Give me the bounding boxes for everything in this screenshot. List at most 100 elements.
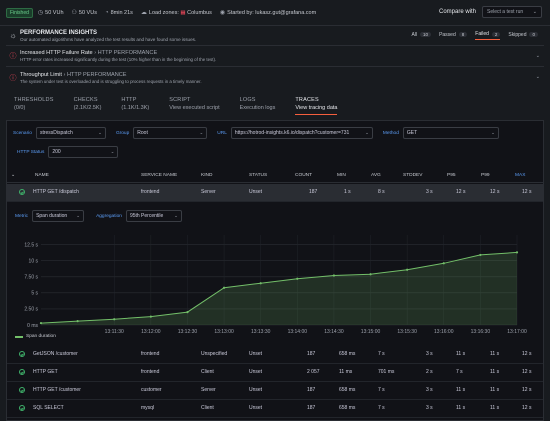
metric-label: Metric [15, 213, 29, 219]
insight-title: Increased HTTP Failure Rate [20, 50, 93, 56]
x-tick-label: 13:16:30 [471, 329, 491, 335]
filter-failed[interactable]: Failed 2 [475, 31, 501, 40]
load-zones-meta: ☁ Load zones: ▦ Columbus [140, 9, 212, 17]
scenario-select[interactable]: stressDispatch ⌄ [35, 127, 106, 139]
col-service[interactable]: SERVICE NAME [141, 173, 178, 178]
table-row[interactable]: HTTP GET /customer customer Server Unset 187… [7, 382, 543, 400]
data-point[interactable] [369, 273, 372, 276]
x-tick-label: 13:14:30 [324, 329, 344, 335]
cell-max: 12 s [522, 387, 532, 393]
data-point[interactable] [515, 251, 519, 254]
cell-count: 187 [307, 405, 316, 411]
tab-thresholds[interactable]: THRESHOLDS (0/0) [14, 97, 54, 111]
scenario-label: Scenario [13, 130, 32, 136]
status-ok-icon [19, 369, 25, 377]
compare-with: Compare with Select a test run ⌄ [439, 6, 542, 18]
tab-traces[interactable]: TRACES View tracing data [295, 97, 338, 115]
data-point[interactable] [113, 318, 116, 321]
filter-all[interactable]: All 10 [411, 32, 432, 40]
table-row[interactable]: GetJSON /customer frontend Unspecified Unse… [7, 346, 543, 364]
table-row[interactable]: HTTP GET frontend Client Unset 2 057 11 ms 701… [7, 364, 543, 382]
cell-p95: 7 s [456, 369, 463, 375]
chevron-down-icon: ⌄ [199, 130, 204, 135]
data-point[interactable] [222, 286, 226, 289]
url-select[interactable]: https://hotrod-insights.k6.io/dispatch?c… [230, 127, 373, 139]
data-point[interactable] [296, 277, 299, 280]
filter-passed[interactable]: Passed 8 [439, 32, 468, 40]
cell-stddev: 3 s [426, 351, 433, 357]
col-max[interactable]: MAX [515, 173, 526, 178]
cell-count: 187 [307, 387, 316, 393]
timer-icon: ◔ [104, 9, 109, 16]
filter-count: 10 [420, 32, 432, 37]
col-min[interactable]: MIN [337, 173, 346, 178]
legend-label[interactable]: Span duration [26, 334, 56, 339]
cell-service: mysql [141, 405, 155, 411]
status-select[interactable]: 200 ⌄ [48, 146, 119, 158]
cell-stddev: 3 s [426, 405, 433, 411]
chevron-down-icon[interactable]: ⌄ [535, 74, 540, 80]
data-point[interactable] [406, 268, 409, 271]
status-badge: Finished [6, 7, 33, 18]
table-header: ⌄ NAME SERVICE NAME KIND STATUS COUNT MI… [7, 170, 543, 183]
cell-min: 11 ms [339, 369, 353, 375]
lightbulb-icon: ☼ [9, 31, 17, 40]
cell-name: SQL SELECT [33, 405, 64, 411]
col-kind[interactable]: KIND [201, 173, 213, 178]
filter-skipped[interactable]: Skipped 0 [508, 32, 538, 40]
group-select[interactable]: Root ⌄ [133, 127, 208, 139]
col-stddev[interactable]: STDDEV [403, 173, 423, 178]
table-row-selected[interactable]: HTTP GET /dispatch frontend Server Unset… [7, 184, 543, 202]
insight-item[interactable]: ⓘ Throughput Limit › HTTP PERFORMANCE Th… [6, 67, 544, 88]
col-count[interactable]: COUNT [295, 173, 313, 178]
data-point[interactable] [442, 262, 445, 265]
tab-script[interactable]: SCRIPT View executed script [169, 97, 220, 111]
data-point[interactable] [186, 311, 189, 314]
col-p95[interactable]: P95 [447, 173, 456, 178]
cell-stddev: 2 s [426, 369, 433, 375]
y-tick-label: 5 s [31, 291, 38, 297]
col-avg[interactable]: AVG [371, 173, 381, 178]
span-duration-chart[interactable]: 0 ms 2.50 s 5 s 7.50 s 10 s 12.5 s 13:11:30 13:… [13, 229, 539, 344]
insights-filters: All 10 Passed 8 Failed 2 Skipped 0 [403, 31, 538, 40]
performance-insights: ☼ PERFORMANCE INSIGHTS Our automated alg… [6, 26, 544, 90]
col-p99[interactable]: P99 [481, 173, 490, 178]
col-status[interactable]: STATUS [249, 173, 268, 178]
tab-logs[interactable]: LOGS Execution logs [239, 97, 276, 111]
cell-max: 12 s [522, 405, 532, 411]
cell-service: customer [141, 387, 162, 393]
col-name[interactable]: NAME [35, 173, 49, 178]
y-tick-label: 12.5 s [24, 242, 38, 248]
method-select[interactable]: GET ⌄ [402, 127, 499, 139]
data-point[interactable] [479, 253, 482, 257]
vus-meta: ⚇ 50 VUs [71, 9, 97, 17]
status-ok-icon [19, 351, 25, 359]
cell-status: Unset [249, 351, 263, 357]
metric-select[interactable]: Span duration ⌄ [32, 210, 85, 222]
cell-status: Unset [249, 387, 263, 393]
cloud-icon: ☁ [140, 10, 147, 16]
compare-select[interactable]: Select a test run ⌄ [482, 6, 542, 18]
tab-http[interactable]: HTTP (1.1K/1.3K) [121, 97, 150, 111]
chart-controls: Metric Span duration ⌄ Aggregation 95th P… [15, 210, 182, 222]
cell-service: frontend [141, 369, 160, 375]
data-point[interactable] [39, 321, 43, 325]
tab-checks[interactable]: CHECKS (2.1K/2.5K) [73, 97, 102, 111]
insights-header: ☼ PERFORMANCE INSIGHTS Our automated alg… [6, 26, 544, 46]
data-point[interactable] [259, 282, 262, 285]
chart-legend: Span duration [15, 334, 56, 339]
chevron-down-icon: ⌄ [98, 130, 102, 135]
data-point[interactable] [149, 315, 152, 318]
traces-panel: Scenario stressDispatch ⌄ Group Root ⌄ URL… [6, 120, 544, 421]
data-point[interactable] [332, 274, 336, 277]
aggregation-select[interactable]: 95th Percentile ⌄ [125, 210, 182, 222]
series-line[interactable] [40, 251, 518, 324]
insight-item[interactable]: ⓘ Increased HTTP Failure Rate › HTTP PER… [6, 46, 544, 67]
expand-all-icon[interactable]: ⌄ [11, 173, 16, 178]
chevron-down-icon[interactable]: ⌄ [535, 53, 540, 59]
vus-value: 50 VUs [78, 9, 97, 16]
table-row[interactable]: SQL SELECT mysql Client Unset 187 658 ms 7 s 3 … [7, 400, 543, 418]
users-icon: ⚇ [71, 10, 77, 16]
cell-avg: 7 s [378, 387, 385, 393]
data-point[interactable] [76, 320, 79, 323]
